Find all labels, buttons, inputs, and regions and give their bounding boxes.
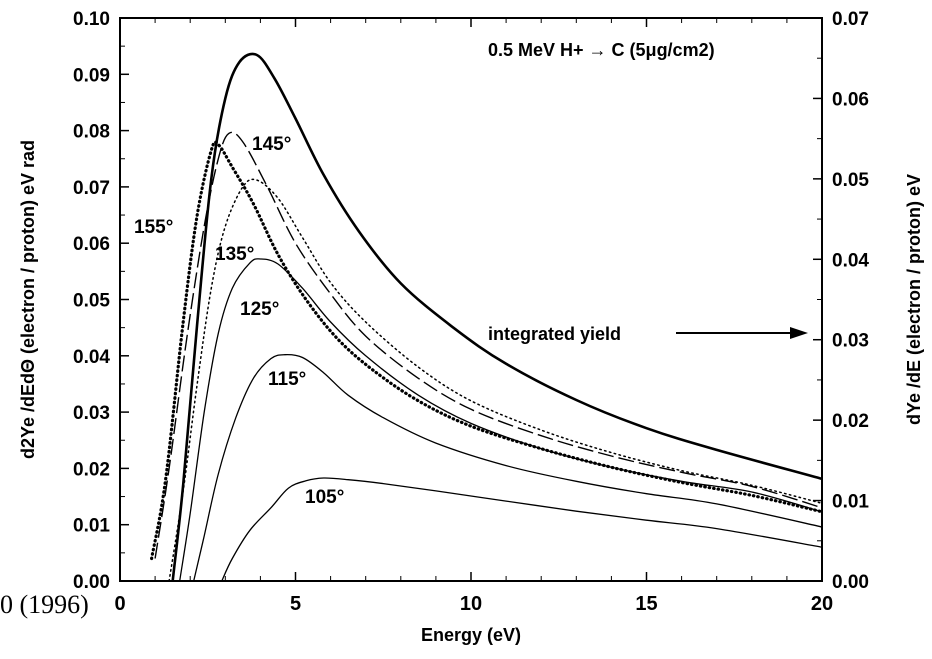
series-155-deg — [150, 140, 824, 561]
y-left-tick-label: 0.05 — [73, 291, 110, 312]
y-left-tick-label: 0.02 — [73, 459, 110, 480]
citation-fragment: 0 (1996) — [0, 590, 89, 619]
series-integrated-yield — [171, 52, 823, 582]
y-left-tick-label: 0.01 — [73, 516, 110, 537]
axis-labels: Energy (eV) d2Ye /dEdΘ (electron / proton… — [18, 140, 924, 645]
y-right-tick-label: 0.06 — [832, 89, 869, 110]
y-right-tick-label: 0.02 — [832, 411, 869, 432]
y-left-tick-label: 0.04 — [73, 347, 110, 368]
y-left-tick-label: 0.00 — [73, 572, 110, 593]
annotations: 105° 115° 125° 135° 145° 155° 0.5 MeV H+ → C (… — [134, 40, 808, 508]
x-axis-label: Energy (eV) — [421, 625, 521, 645]
y-right-tick-label: 0.07 — [832, 9, 869, 30]
axis-ticks: 0 5 10 15 200.000.010.020.030.040.050.060.07… — [73, 9, 869, 615]
y-left-tick-label: 0.09 — [73, 65, 110, 86]
y-right-tick-label: 0.01 — [832, 492, 869, 513]
y-left-axis-label: d2Ye /dEdΘ (electron / proton) eV rad — [18, 140, 38, 459]
chart-title: 0.5 MeV H+ → C (5μg/cm2) — [488, 40, 715, 60]
y-right-tick-label: 0.04 — [832, 250, 869, 271]
y-left-tick-label: 0.03 — [73, 403, 110, 424]
series-label: 115° — [268, 369, 306, 390]
x-tick-label: 0 — [114, 593, 125, 615]
y-left-tick-label: 0.08 — [73, 122, 110, 143]
series-label: 105° — [305, 487, 344, 508]
data-series — [150, 52, 824, 582]
series-label: 145° — [252, 134, 291, 155]
y-right-axis-label: dYe /dE (electron / proton) eV — [904, 174, 924, 425]
y-right-tick-label: 0.05 — [832, 170, 869, 191]
series-135-deg — [168, 178, 823, 582]
series-145-deg — [154, 131, 823, 559]
x-tick-label: 15 — [635, 593, 657, 615]
series-115-deg — [193, 353, 823, 582]
y-right-tick-label: 0.00 — [832, 572, 869, 593]
y-right-tick-label: 0.03 — [832, 331, 869, 352]
x-tick-label: 5 — [290, 593, 301, 615]
series-label: 125° — [240, 299, 279, 320]
x-tick-label: 10 — [460, 593, 482, 615]
series-label: 155° — [134, 217, 173, 238]
y-left-tick-label: 0.10 — [73, 9, 110, 30]
y-left-tick-label: 0.07 — [73, 178, 110, 199]
series-label: 135° — [215, 244, 254, 265]
series-105-deg — [221, 477, 823, 582]
x-tick-label: 20 — [811, 593, 833, 615]
y-left-tick-label: 0.06 — [73, 234, 110, 255]
annotation-arrow-head — [790, 327, 808, 339]
annotation-integrated-yield: integrated yield — [488, 324, 621, 344]
